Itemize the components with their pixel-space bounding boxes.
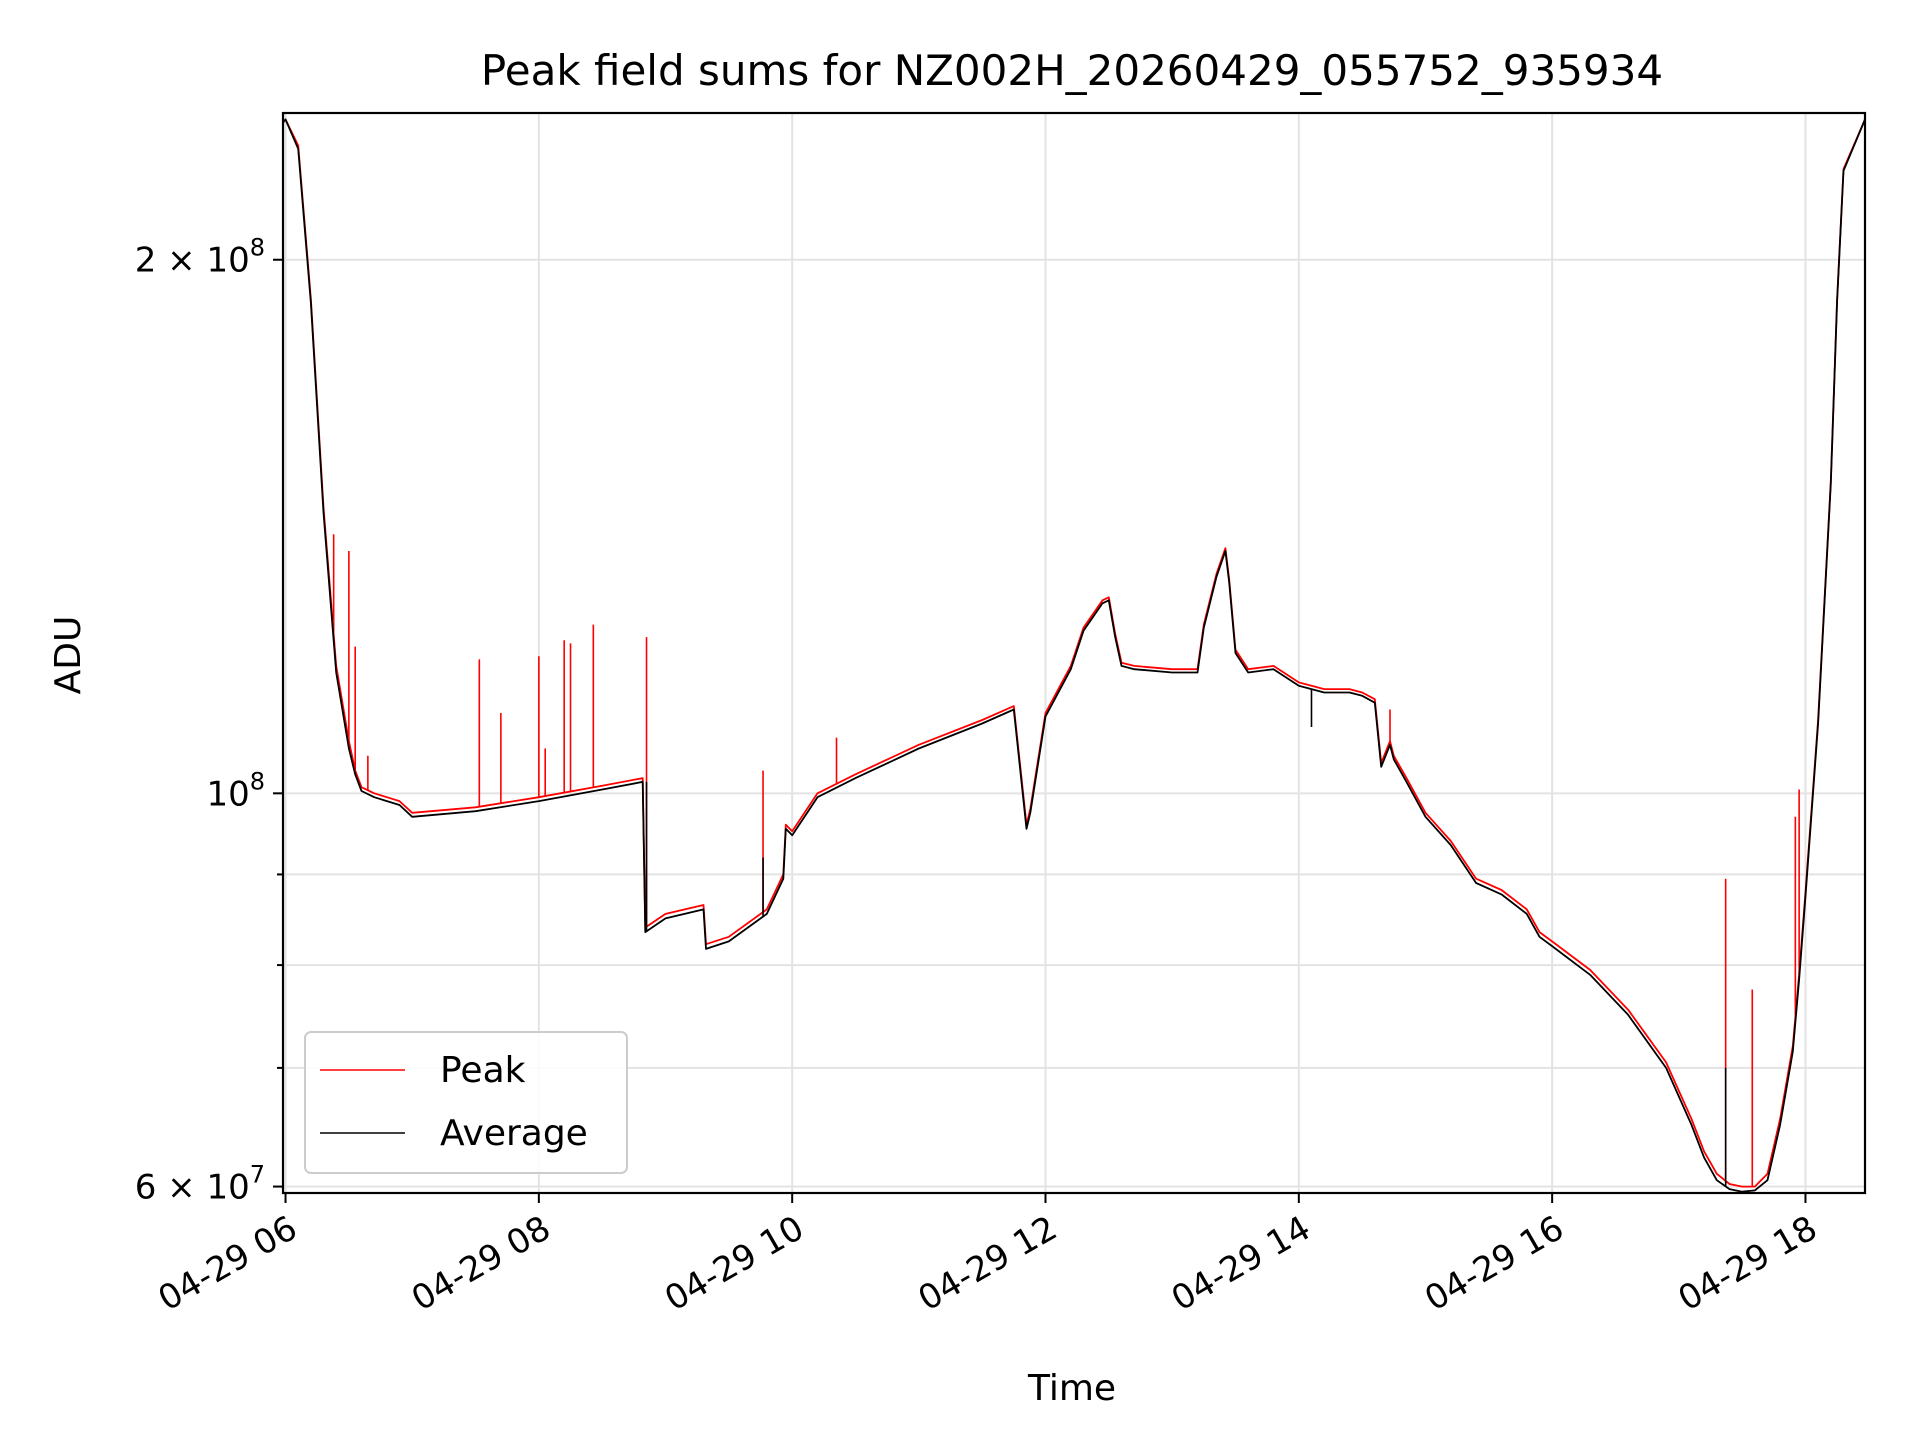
chart-title: Peak field sums for NZ002H_20260429_0557… [481,46,1663,95]
legend-peak-label: Peak [440,1050,526,1091]
legend-average-label: Average [440,1113,588,1154]
series-average-line [283,118,1865,1193]
legend-box [304,1031,628,1174]
y-tick-label: 2 × 108 [135,234,265,281]
y-tick-label: 6 × 107 [135,1161,265,1208]
y-axis: 6 × 107 108 2 × 108 [135,234,283,1208]
x-axis-label: Time [1027,1368,1116,1409]
series-layer [283,118,1865,1193]
y-axis-label: ADU [48,616,89,695]
y-tick-label: 108 [206,767,265,814]
plot-frame [281,111,1867,1195]
legend: Peak Average [304,1031,628,1174]
